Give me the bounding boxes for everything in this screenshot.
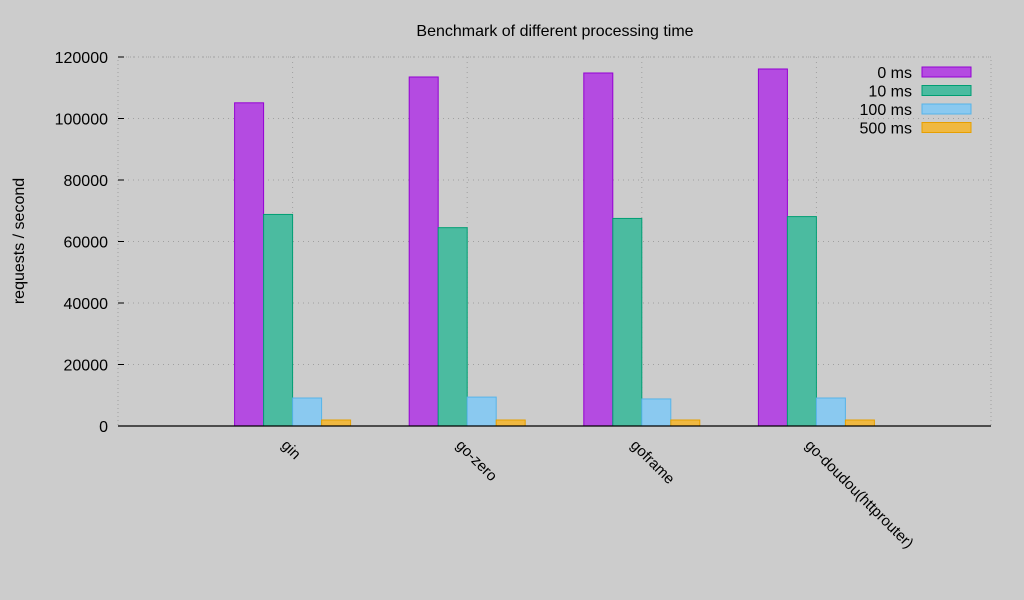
x-tick-label: goframe bbox=[627, 437, 678, 488]
bar-0ms-go-zero bbox=[408, 76, 439, 427]
bar-100ms-goframe bbox=[641, 398, 672, 427]
y-tick-label: 60000 bbox=[64, 235, 109, 252]
bar-100ms-go-zero bbox=[466, 396, 497, 427]
bar-0ms-gin bbox=[234, 102, 265, 427]
y-tick-label: 120000 bbox=[55, 50, 108, 67]
legend-label: 10 ms bbox=[868, 84, 912, 101]
bar-500ms-gin bbox=[321, 419, 352, 427]
bar-10ms-go-doudou(httprouter) bbox=[786, 216, 817, 427]
chart-title: Benchmark of different processing time bbox=[416, 23, 693, 40]
axes: 0 20000 40000 60000 80000 100000 120000 gin go-z… bbox=[55, 50, 991, 552]
legend-label: 500 ms bbox=[860, 121, 912, 138]
bar-100ms-gin bbox=[292, 397, 323, 427]
bar-100ms-go-doudou(httprouter) bbox=[815, 397, 846, 427]
x-tick-label: go-doudou(httprouter) bbox=[802, 437, 917, 552]
y-tick-label: 100000 bbox=[55, 112, 108, 129]
y-tick-label: 80000 bbox=[64, 173, 109, 190]
legend-label: 100 ms bbox=[860, 102, 912, 119]
y-tick-label: 20000 bbox=[64, 358, 109, 375]
legend-swatch bbox=[921, 85, 972, 96]
x-tick-label: go-zero bbox=[452, 437, 500, 485]
legend-label: 0 ms bbox=[877, 65, 912, 82]
bar-10ms-gin bbox=[263, 213, 294, 427]
bar-0ms-goframe bbox=[583, 72, 614, 427]
y-tick-label: 40000 bbox=[64, 296, 109, 313]
x-tick-label: gin bbox=[278, 437, 304, 463]
bars bbox=[234, 68, 875, 427]
bar-0ms-go-doudou(httprouter) bbox=[757, 68, 788, 427]
y-tick-label: 0 bbox=[99, 419, 108, 436]
bar-500ms-go-doudou(httprouter) bbox=[844, 419, 875, 427]
bar-500ms-goframe bbox=[670, 419, 701, 427]
y-axis-label: requests / second bbox=[11, 178, 28, 304]
plot-frame bbox=[117, 56, 992, 427]
bar-500ms-go-zero bbox=[495, 419, 526, 427]
legend-swatch bbox=[921, 103, 972, 115]
legend-swatch bbox=[921, 122, 972, 133]
bar-10ms-go-zero bbox=[437, 227, 468, 427]
legend-swatch bbox=[921, 66, 972, 78]
bar-10ms-goframe bbox=[612, 217, 643, 427]
